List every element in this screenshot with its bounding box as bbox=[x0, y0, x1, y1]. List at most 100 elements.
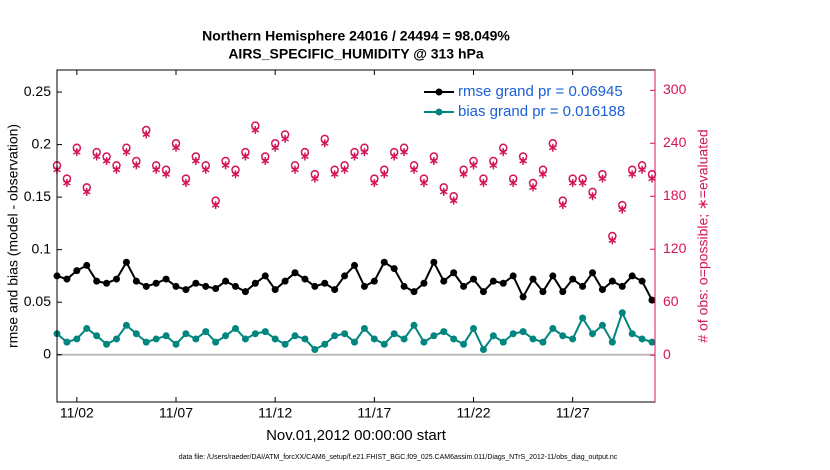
data-point bbox=[400, 335, 408, 343]
data-point bbox=[400, 282, 408, 290]
data-point bbox=[559, 288, 567, 296]
evaluated-marker bbox=[261, 156, 270, 165]
data-point bbox=[450, 335, 458, 343]
data-point bbox=[63, 275, 71, 283]
evaluated-marker bbox=[410, 165, 418, 174]
data-point bbox=[182, 330, 190, 338]
data-point bbox=[589, 330, 597, 338]
x-tick-label: 11/22 bbox=[457, 405, 491, 421]
data-point bbox=[142, 338, 150, 346]
data-point bbox=[132, 330, 140, 338]
data-point bbox=[132, 277, 140, 285]
legend-dot bbox=[435, 88, 443, 96]
data-point bbox=[519, 293, 527, 301]
data-point bbox=[579, 314, 587, 322]
data-point bbox=[172, 282, 180, 290]
data-point bbox=[251, 330, 259, 338]
data-point bbox=[410, 288, 418, 296]
data-point bbox=[113, 335, 121, 343]
evaluated-marker bbox=[360, 148, 369, 157]
data-point bbox=[63, 338, 71, 346]
data-point bbox=[579, 282, 587, 290]
data-point bbox=[380, 340, 388, 348]
evaluated-marker bbox=[142, 130, 151, 139]
evaluated-marker bbox=[638, 165, 646, 174]
evaluated-marker bbox=[598, 174, 607, 183]
data-point bbox=[321, 340, 329, 348]
evaluated-marker bbox=[400, 148, 408, 157]
evaluated-marker bbox=[390, 152, 399, 161]
evaluated-marker bbox=[430, 156, 438, 165]
data-point bbox=[291, 269, 299, 277]
data-point bbox=[261, 328, 269, 336]
data-point bbox=[499, 338, 507, 346]
evaluated-marker bbox=[588, 192, 597, 201]
data-point bbox=[103, 340, 111, 348]
evaluated-marker bbox=[578, 179, 587, 188]
evaluated-marker bbox=[420, 179, 428, 188]
evaluated-marker bbox=[459, 170, 468, 179]
data-point bbox=[489, 332, 497, 340]
data-point bbox=[241, 288, 249, 296]
data-point bbox=[509, 330, 517, 338]
y2-tick-label: 180 bbox=[663, 187, 687, 203]
data-point bbox=[479, 288, 487, 296]
evaluated-marker bbox=[241, 152, 250, 161]
evaluated-marker bbox=[311, 174, 319, 183]
data-point bbox=[628, 272, 636, 280]
data-point bbox=[73, 335, 81, 343]
evaluated-marker bbox=[301, 152, 309, 161]
evaluated-marker bbox=[479, 179, 488, 188]
data-point bbox=[281, 340, 289, 348]
data-point bbox=[549, 272, 557, 280]
data-point bbox=[351, 338, 359, 346]
data-point bbox=[598, 286, 606, 294]
data-point bbox=[430, 332, 438, 340]
evaluated-marker bbox=[628, 170, 637, 179]
evaluated-marker bbox=[291, 165, 299, 174]
x-tick-label: 11/02 bbox=[60, 405, 94, 421]
data-point bbox=[301, 335, 309, 343]
data-point bbox=[232, 282, 240, 290]
data-point bbox=[598, 321, 606, 329]
data-point bbox=[539, 338, 547, 346]
evaluated-marker bbox=[63, 179, 71, 188]
evaluated-marker bbox=[102, 156, 111, 165]
data-point bbox=[341, 330, 349, 338]
data-point bbox=[162, 332, 170, 340]
y-tick-label: 0.2 bbox=[32, 135, 52, 151]
y-tick-label: 0.25 bbox=[24, 83, 51, 99]
data-point bbox=[549, 324, 557, 332]
legend-dot bbox=[435, 108, 443, 116]
y2-tick-label: 240 bbox=[663, 134, 687, 150]
evaluated-marker bbox=[162, 170, 170, 179]
evaluated-marker bbox=[112, 165, 121, 174]
data-point bbox=[390, 330, 398, 338]
evaluated-marker bbox=[489, 161, 498, 170]
evaluated-marker bbox=[449, 196, 458, 205]
data-point bbox=[489, 277, 497, 285]
evaluated-marker bbox=[380, 170, 389, 179]
data-point bbox=[281, 277, 289, 285]
data-point bbox=[420, 338, 428, 346]
data-point bbox=[479, 345, 487, 353]
data-point bbox=[539, 288, 547, 296]
data-point bbox=[73, 267, 81, 275]
footnote: data file: /Users/raeder/DAI/ATM_forcXX/… bbox=[179, 454, 618, 461]
evaluated-marker bbox=[350, 152, 359, 161]
data-point bbox=[152, 279, 160, 287]
data-point bbox=[93, 332, 101, 340]
evaluated-marker bbox=[281, 134, 289, 143]
evaluated-marker bbox=[370, 179, 379, 188]
data-point bbox=[529, 335, 537, 343]
data-point bbox=[251, 279, 259, 287]
data-point bbox=[301, 275, 309, 283]
data-point bbox=[519, 328, 527, 336]
evaluated-marker bbox=[201, 165, 210, 174]
data-point bbox=[261, 272, 269, 280]
data-point bbox=[192, 279, 200, 287]
data-point bbox=[212, 338, 220, 346]
data-point bbox=[202, 282, 210, 290]
data-point bbox=[450, 269, 458, 277]
data-point bbox=[122, 258, 130, 266]
